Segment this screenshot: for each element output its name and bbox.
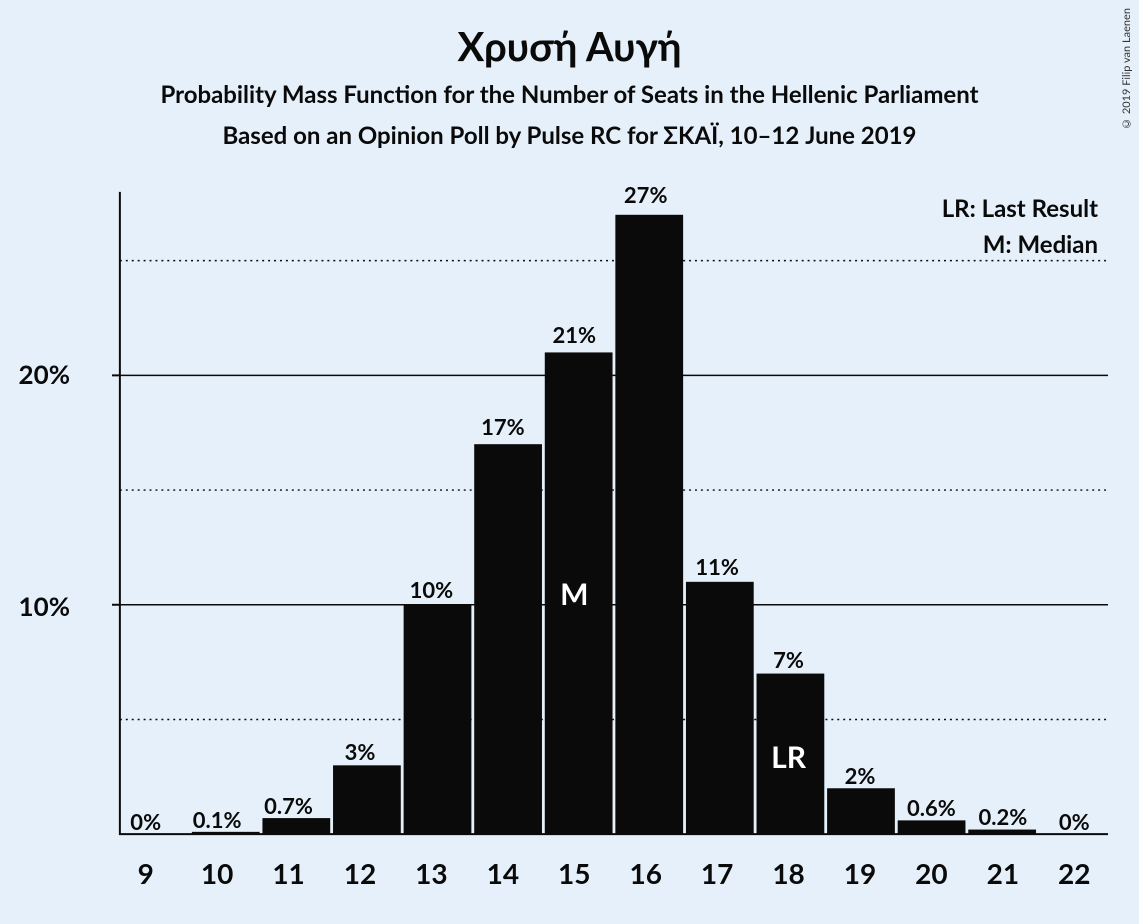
bar-value-label: 0% bbox=[1059, 808, 1090, 835]
bar-value-label: 10% bbox=[410, 576, 454, 603]
bar bbox=[262, 818, 330, 834]
bar-value-label: 11% bbox=[695, 553, 739, 580]
chart-subtitle-1: Probability Mass Function for the Number… bbox=[0, 80, 1139, 109]
bar bbox=[686, 582, 754, 834]
bar bbox=[827, 788, 895, 834]
bar-value-label: 0.2% bbox=[978, 803, 1027, 830]
chart-area: 10%20%0%90.1%100.7%113%1210%1317%1421%15… bbox=[110, 188, 1110, 838]
legend-last-result: LR: Last Result bbox=[942, 194, 1098, 223]
bar bbox=[898, 820, 966, 834]
x-tick-label: 10 bbox=[201, 856, 233, 890]
bar-value-label: 7% bbox=[773, 646, 804, 673]
chart-svg bbox=[110, 188, 1110, 838]
x-tick-label: 12 bbox=[344, 856, 376, 890]
bar-value-label: 0% bbox=[130, 808, 161, 835]
last-result-marker: LR bbox=[771, 739, 806, 775]
bar-value-label: 17% bbox=[481, 413, 525, 440]
bar-value-label: 0.1% bbox=[193, 806, 242, 833]
bar-value-label: 0.6% bbox=[907, 794, 956, 821]
x-tick-label: 14 bbox=[487, 856, 519, 890]
x-tick-label: 21 bbox=[987, 856, 1019, 890]
x-tick-label: 17 bbox=[701, 856, 733, 890]
bar-value-label: 3% bbox=[345, 738, 376, 765]
chart-subtitle-2: Based on an Opinion Poll by Pulse RC for… bbox=[0, 121, 1139, 150]
bar-value-label: 0.7% bbox=[264, 792, 313, 819]
y-tick-label: 10% bbox=[0, 590, 70, 622]
chart-title: Χρυσή Αυγή bbox=[0, 0, 1139, 70]
bar bbox=[615, 215, 683, 834]
y-tick-label: 20% bbox=[0, 358, 70, 390]
x-tick-label: 19 bbox=[844, 856, 876, 890]
x-tick-label: 18 bbox=[772, 856, 804, 890]
x-tick-label: 20 bbox=[915, 856, 947, 890]
bar bbox=[474, 444, 542, 834]
x-tick-label: 16 bbox=[629, 856, 661, 890]
bar bbox=[404, 605, 472, 834]
legend-median: M: Median bbox=[983, 230, 1098, 259]
x-tick-label: 13 bbox=[415, 856, 447, 890]
x-tick-label: 15 bbox=[558, 856, 590, 890]
bar-value-label: 27% bbox=[624, 181, 668, 208]
bar bbox=[333, 765, 401, 834]
median-marker: M bbox=[560, 576, 588, 612]
x-tick-label: 22 bbox=[1058, 856, 1090, 890]
copyright-text: © 2019 Filip van Laenen bbox=[1120, 8, 1133, 130]
x-tick-label: 11 bbox=[272, 856, 304, 890]
bar-value-label: 2% bbox=[845, 762, 876, 789]
bar-value-label: 21% bbox=[553, 321, 597, 348]
x-tick-label: 9 bbox=[138, 856, 154, 890]
